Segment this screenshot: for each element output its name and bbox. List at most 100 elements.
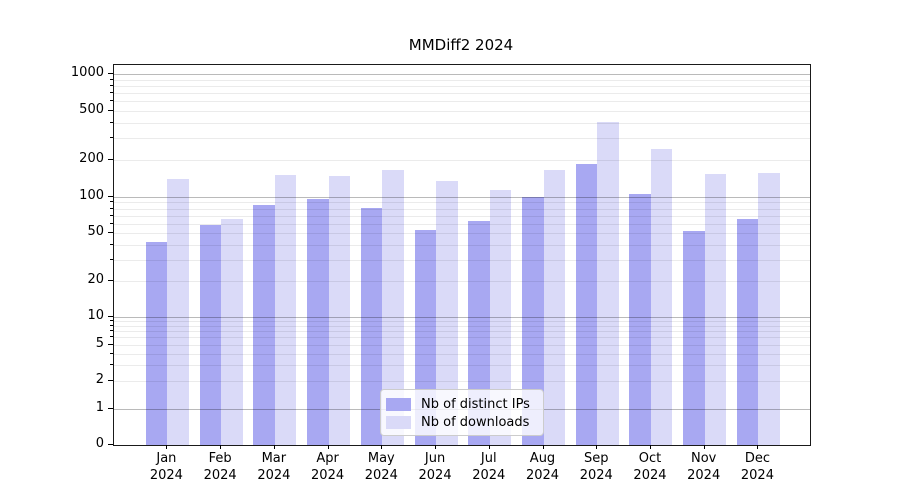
x-tick xyxy=(220,445,222,449)
bar-downloads-dec xyxy=(758,172,780,445)
y-tick-label: 200 xyxy=(79,150,104,166)
y-tick-label: 0 xyxy=(95,436,104,451)
legend-swatch xyxy=(386,415,411,429)
bar-downloads-sep xyxy=(597,122,619,445)
bar-distinct-ips-sep xyxy=(575,164,598,445)
bar-downloads-jul xyxy=(489,189,512,445)
x-tick-label: Dec 2024 xyxy=(740,451,774,483)
bar-distinct-ips-oct xyxy=(629,193,651,445)
x-tick-label: Jul 2024 xyxy=(472,451,506,483)
gridline-major xyxy=(114,197,810,198)
y-tick-minor xyxy=(110,279,113,281)
y-tick-label: 20 xyxy=(87,271,104,287)
bar-downloads-nov xyxy=(704,173,727,445)
gridline-minor xyxy=(114,93,810,95)
y-tick-minor xyxy=(110,207,113,209)
x-tick-label: Jan 2024 xyxy=(149,451,183,483)
x-tick-label: Feb 2024 xyxy=(203,451,237,483)
gridline-major xyxy=(114,74,810,75)
x-tick xyxy=(542,445,544,449)
gridline-minor xyxy=(114,138,810,140)
gridline-minor xyxy=(114,244,810,246)
x-tick xyxy=(435,445,437,449)
x-tick xyxy=(649,445,651,449)
bar-downloads-oct xyxy=(650,149,673,445)
gridline-minor xyxy=(114,159,810,161)
gridline-minor xyxy=(114,208,810,210)
y-tick-label: 5 xyxy=(95,335,104,351)
bar-distinct-ips-may xyxy=(360,207,383,445)
y-tick-minor xyxy=(110,336,113,338)
bar-downloads-may xyxy=(382,170,404,445)
gridline-minor xyxy=(114,85,810,87)
gridline-minor xyxy=(114,331,810,333)
y-tick-minor xyxy=(110,324,113,326)
x-tick xyxy=(273,445,275,449)
y-tick-label: 100 xyxy=(79,188,104,203)
gridline-minor xyxy=(114,101,810,103)
y-tick-minor xyxy=(110,330,113,332)
gridline-minor xyxy=(114,337,810,339)
gridline-major xyxy=(114,317,810,318)
gridline-minor xyxy=(114,381,810,383)
gridline-minor xyxy=(114,365,810,367)
gridline-minor xyxy=(114,280,810,282)
y-tick xyxy=(108,316,113,317)
gridline-minor xyxy=(114,223,810,225)
legend-item: Nb of distinct IPs xyxy=(386,396,537,412)
y-tick-minor xyxy=(110,232,113,234)
y-tick-minor xyxy=(110,320,113,322)
y-tick-label: 500 xyxy=(79,102,104,118)
bar-downloads-aug xyxy=(543,170,565,445)
y-tick-minor xyxy=(110,258,113,260)
bar-distinct-ips-mar xyxy=(253,205,275,445)
y-tick-label: 1000 xyxy=(70,65,104,80)
y-tick xyxy=(108,73,113,74)
y-tick-label: 50 xyxy=(87,224,104,240)
x-tick-label: Sep 2024 xyxy=(579,451,613,483)
gridline-minor xyxy=(114,321,810,323)
legend: Nb of distinct IPs Nb of downloads xyxy=(380,389,544,436)
x-tick-label: Jun 2024 xyxy=(418,451,452,483)
gridline-minor xyxy=(114,122,810,124)
plot-area xyxy=(113,64,811,446)
y-tick-minor xyxy=(110,214,113,216)
gridline-minor xyxy=(114,259,810,261)
y-tick-label: 2 xyxy=(95,372,104,388)
y-tick-minor xyxy=(110,364,113,366)
y-tick-minor xyxy=(110,352,113,354)
y-tick-label: 1 xyxy=(95,400,104,415)
y-tick xyxy=(108,408,113,409)
y-tick-minor xyxy=(110,201,113,203)
gridline-minor xyxy=(114,233,810,235)
x-tick-label: Oct 2024 xyxy=(633,451,667,483)
gridline-minor xyxy=(114,202,810,204)
gridline-minor xyxy=(114,344,810,346)
x-tick-label: Nov 2024 xyxy=(687,451,721,483)
y-tick-minor xyxy=(110,92,113,94)
x-tick xyxy=(166,445,168,449)
bar-downloads-feb xyxy=(221,218,243,445)
y-tick-minor xyxy=(110,343,113,345)
gridline-minor xyxy=(114,215,810,217)
x-tick xyxy=(327,445,329,449)
x-tick-label: Aug 2024 xyxy=(525,451,560,483)
bar-distinct-ips-dec xyxy=(736,218,759,445)
gridline-minor xyxy=(114,325,810,327)
gridline-minor xyxy=(114,111,810,113)
x-tick-label: May 2024 xyxy=(364,451,398,483)
bar-distinct-ips-apr xyxy=(307,199,329,445)
x-tick xyxy=(596,445,598,449)
bar-downloads-jan xyxy=(167,179,189,445)
x-tick xyxy=(381,445,383,449)
y-tick-minor xyxy=(110,380,113,382)
gridline-minor xyxy=(114,353,810,355)
gridline-minor xyxy=(114,79,810,81)
bar-distinct-ips-aug xyxy=(522,197,544,445)
y-tick-minor xyxy=(110,243,113,245)
bar-downloads-mar xyxy=(274,175,297,445)
x-tick xyxy=(488,445,490,449)
y-tick-minor xyxy=(110,100,113,102)
x-tick xyxy=(703,445,705,449)
